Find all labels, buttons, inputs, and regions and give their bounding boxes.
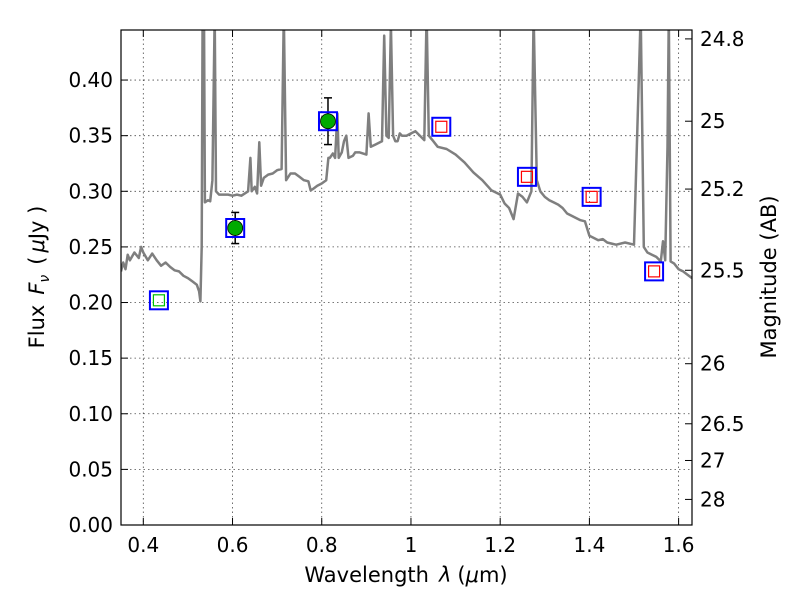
measured-marker (320, 113, 336, 130)
model-point (581, 186, 602, 207)
x-tick-label: 1.6 (663, 533, 695, 557)
x-tick-labels: 0.4 0.6 0.8 1 1.2 1.4 1.6 (127, 533, 694, 557)
x-tick-label: 1.4 (573, 533, 605, 557)
measured-point (317, 97, 338, 146)
spectrum-layer (121, 30, 692, 303)
y2-tick-label: 25 (700, 109, 725, 133)
ticks (121, 30, 692, 526)
inner-box-marker (647, 265, 661, 278)
y-tick-label: 0.00 (68, 513, 113, 537)
inner-box-marker (152, 294, 166, 307)
model-point (516, 166, 537, 187)
x-tick-label: 1.2 (484, 533, 516, 557)
model-box-marker (644, 261, 665, 282)
photometry-layer (148, 97, 665, 311)
y-tick-label: 0.15 (68, 346, 113, 370)
inner-box-marker (585, 190, 598, 203)
y-tick-label: 0.20 (68, 291, 113, 315)
model-box-marker (317, 111, 338, 132)
x-tick-label: 0.4 (127, 533, 159, 557)
model-box-marker (431, 116, 452, 137)
x-tick-label: 1 (405, 533, 418, 557)
x-tick-label: 0.6 (217, 533, 249, 557)
y-tick-label: 0.30 (68, 179, 113, 203)
y-tick-labels: 0.00 0.05 0.10 0.15 0.20 0.25 0.30 0.35 0.40 (68, 68, 113, 537)
model-box-marker (225, 218, 246, 238)
y-tick-label: 0.25 (68, 235, 113, 259)
model-point (644, 261, 665, 282)
model-point (148, 290, 169, 311)
x-axis-label: Wavelength λ (μm) (304, 563, 507, 587)
inner-box-marker (520, 170, 534, 183)
y2-tick-label: 26.5 (700, 412, 745, 436)
y-axis-label: FluxFν(μJy ) (25, 206, 53, 349)
y2-tick-label: 25.2 (700, 177, 745, 201)
grid (121, 30, 692, 526)
measured-marker (227, 220, 244, 236)
y2-tick-label: 26 (700, 352, 725, 376)
y2-axis-label: Magnitude (AB) (757, 195, 781, 358)
model-box-marker (516, 166, 537, 187)
y-tick-label: 0.10 (68, 402, 113, 426)
model-box-marker (148, 290, 169, 311)
y2-tick-label: 24.8 (700, 27, 745, 51)
y-tick-label: 0.40 (68, 68, 113, 92)
y-tick-label: 0.35 (68, 124, 113, 148)
spectrum-line (121, 30, 692, 303)
model-box-marker (581, 186, 602, 207)
measured-point (225, 211, 246, 245)
plot-frame (120, 29, 693, 526)
y2-tick-label: 27 (700, 448, 725, 472)
y-tick-label: 0.05 (68, 457, 113, 481)
x-tick-label: 0.8 (306, 533, 338, 557)
y2-tick-labels: 24.8 25 25.2 25.5 26 26.5 27 28 (700, 27, 745, 512)
y2-tick-label: 28 (700, 487, 725, 511)
y2-tick-label: 25.5 (700, 258, 745, 282)
model-point (431, 116, 452, 137)
inner-box-marker (435, 120, 448, 133)
